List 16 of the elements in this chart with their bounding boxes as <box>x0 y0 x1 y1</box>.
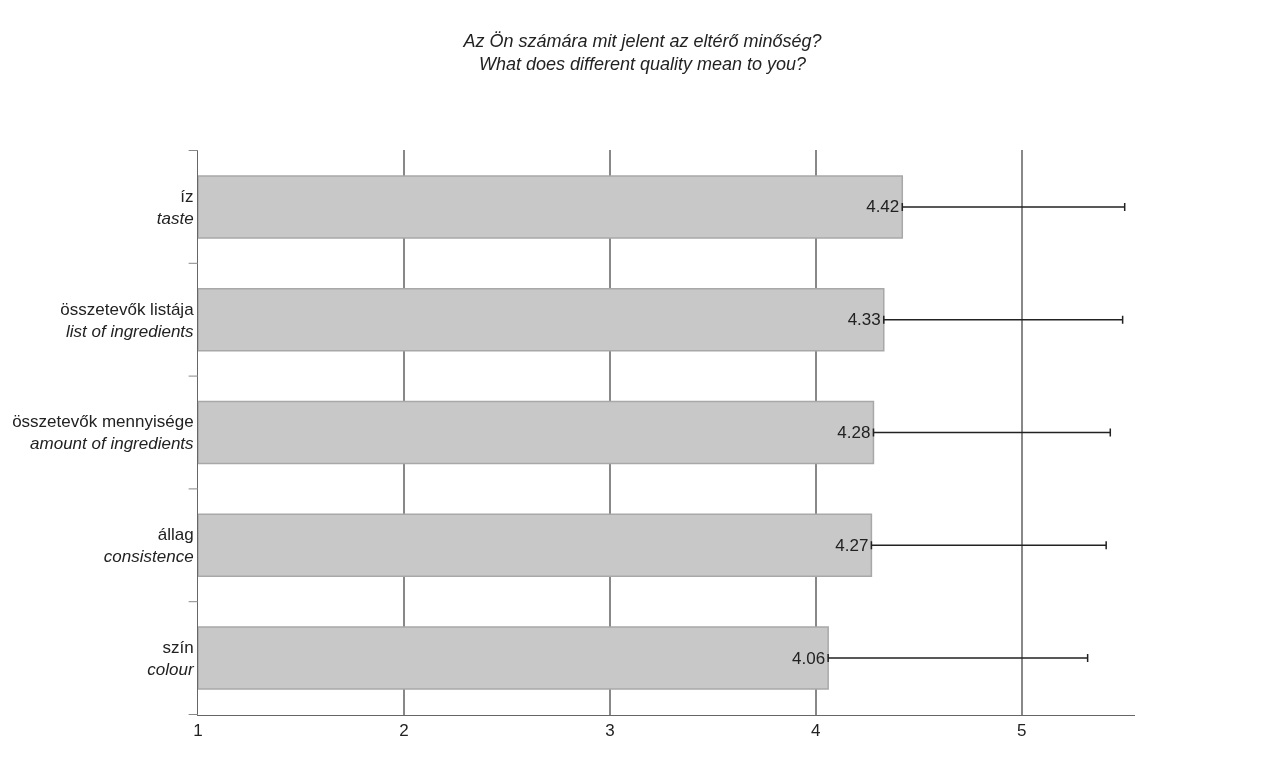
data-label: 4.42 <box>866 197 900 217</box>
x-tick-label: 4 <box>811 721 821 741</box>
y-tick-label: összetevők listája list of ingredients <box>60 299 195 341</box>
y-tick-label: íz taste <box>156 186 194 228</box>
data-label: 4.06 <box>792 648 826 668</box>
x-tick-label: 2 <box>399 721 409 741</box>
x-tick-label: 3 <box>605 721 615 741</box>
data-label: 4.28 <box>837 423 871 442</box>
data-label: 4.33 <box>847 310 881 330</box>
x-tick-label: 5 <box>1017 721 1027 741</box>
y-tick-label: állag consistence <box>103 525 194 567</box>
chart-title: Az Ön számára mit jelent az eltérő minőség? What does different quality mean to you? <box>462 30 822 74</box>
data-label: 4.27 <box>835 535 869 555</box>
y-tick-label: szín colour <box>147 638 195 680</box>
y-tick-label: összetevők mennyisége amount of ingredients <box>12 412 195 454</box>
x-tick-label: 1 <box>193 721 203 741</box>
